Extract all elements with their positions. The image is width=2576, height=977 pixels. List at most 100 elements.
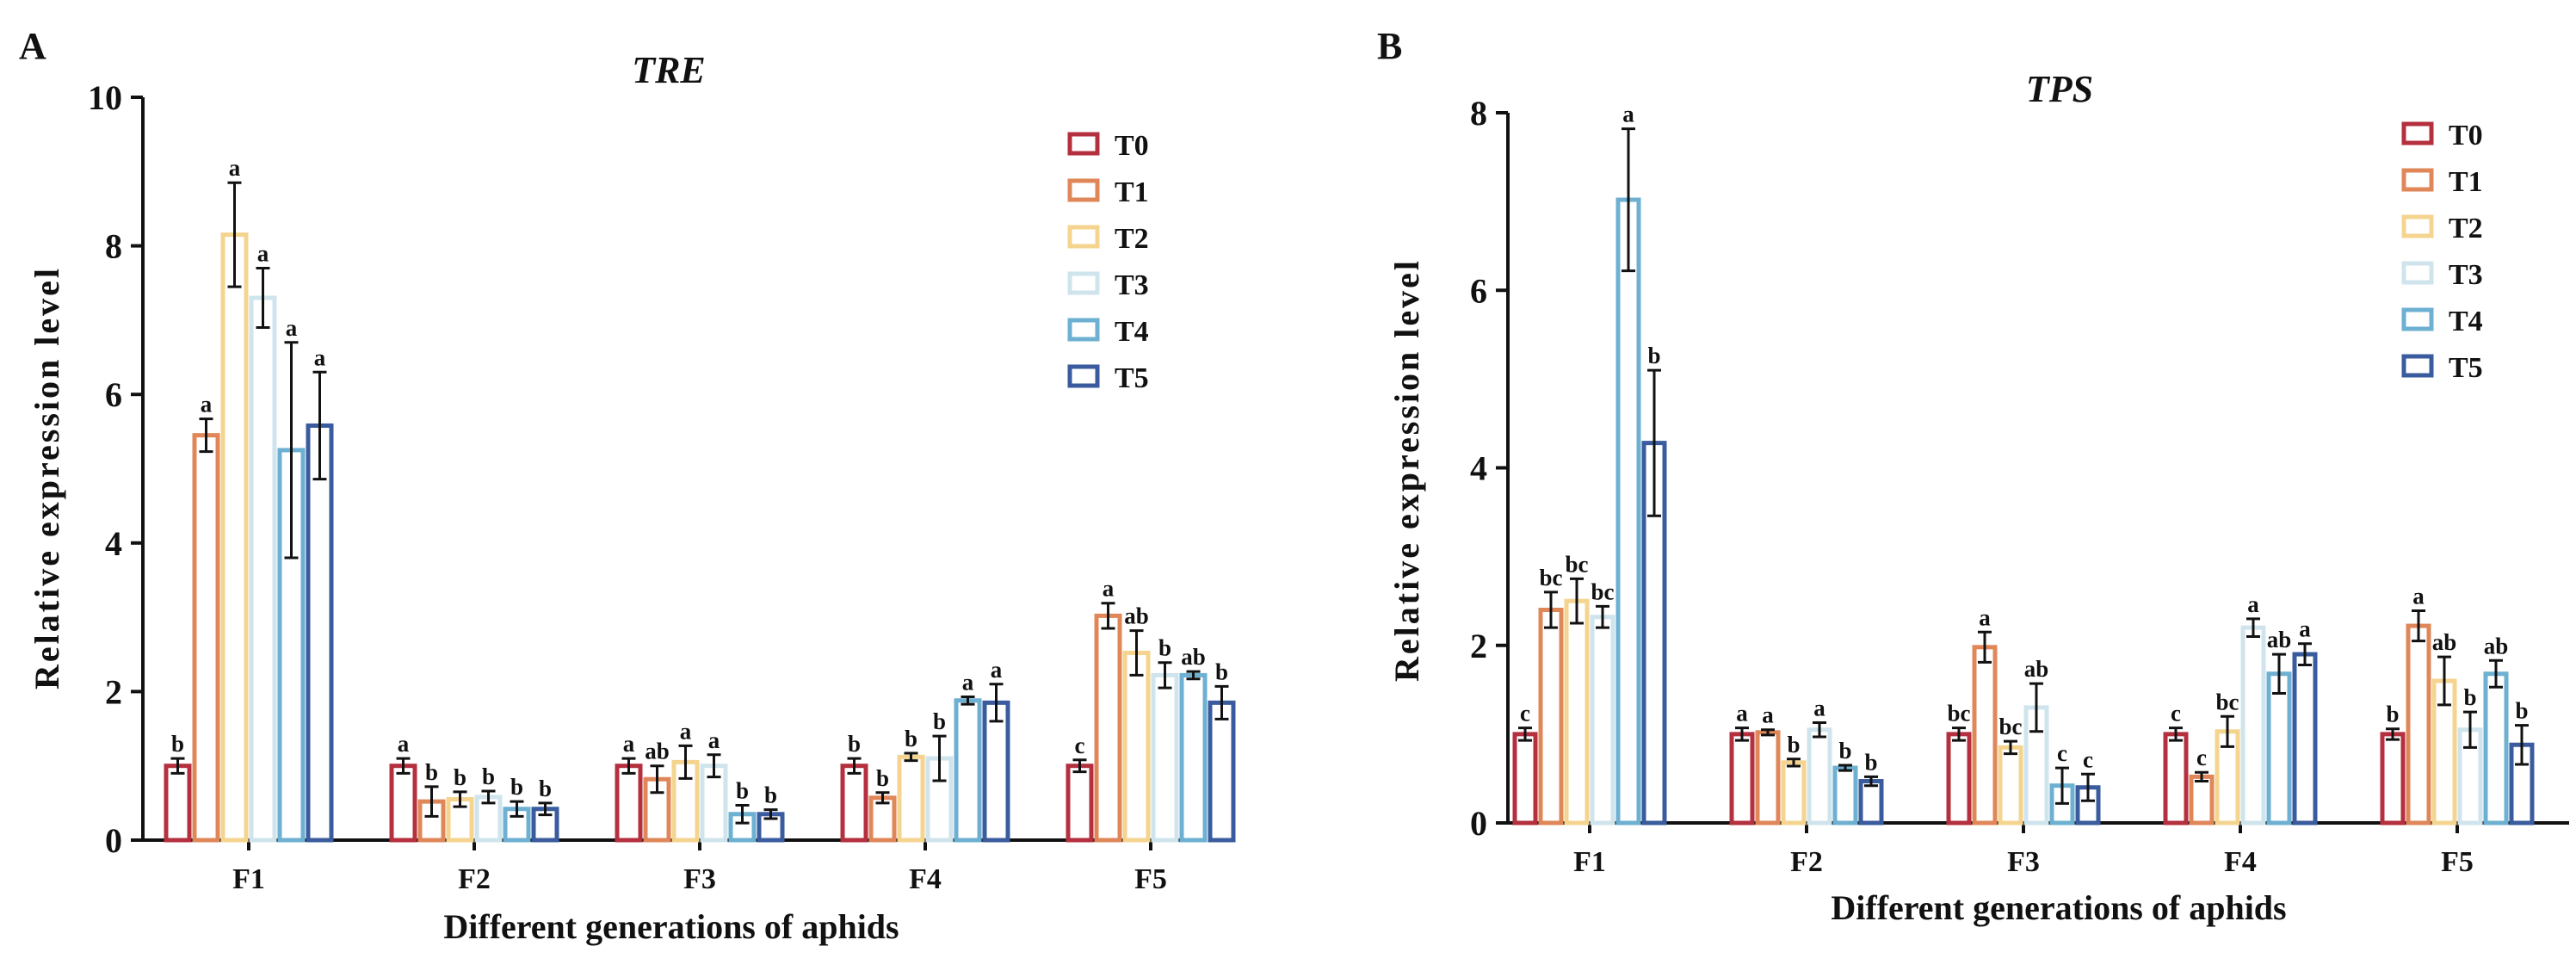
bar-b-T2-F2: [1781, 760, 1807, 826]
sig-letter-a: ab: [1181, 644, 1206, 670]
error-bar-a: [170, 757, 185, 775]
legend-swatch-a-T1: [1067, 178, 1100, 202]
x-axis-label-a: Different generations of aphids: [443, 907, 899, 946]
bar-a-T0-F1: [164, 764, 192, 843]
error-bar-a: [678, 744, 693, 780]
y-tick-label-a: 2: [105, 672, 122, 711]
sig-letter-b: c: [2057, 740, 2067, 766]
bar-b-T0-F4: [2163, 732, 2189, 826]
error-bar-a: [989, 683, 1004, 723]
sig-letter-a: b: [1158, 635, 1171, 661]
legend-label-b-T5: T5: [2449, 352, 2483, 384]
error-bar-a: [621, 757, 636, 775]
legend-label-a-T1: T1: [1115, 176, 1149, 208]
bar-a-T2-F3: [671, 759, 700, 843]
error-bar-b: [2412, 609, 2425, 643]
legend-label-b-T0: T0: [2449, 120, 2483, 151]
sig-letter-a: ab: [1124, 603, 1149, 629]
legend-swatch-b-T3: [2401, 261, 2434, 285]
sig-letter-a: a: [201, 392, 213, 417]
bar-b-T3-F4: [2240, 625, 2266, 826]
bar-b-T1-F1: [1538, 608, 1564, 826]
error-bar-a: [424, 785, 439, 818]
legend-label-b-T2: T2: [2449, 213, 2483, 244]
error-bar-a: [1214, 684, 1229, 720]
sig-letter-a: b: [425, 759, 438, 785]
sig-letter-a: ab: [645, 739, 670, 764]
bar-b-T1-F2: [1755, 730, 1781, 826]
sig-letter-b: a: [2412, 584, 2425, 609]
error-bar-b: [1978, 630, 1992, 664]
legend-swatch-b-T1: [2401, 168, 2434, 192]
sig-letter-b: bc: [1591, 578, 1615, 604]
error-bar-b: [2169, 727, 2183, 742]
bar-b-T0-F5: [2380, 732, 2406, 826]
y-tick-label-b: 6: [1470, 271, 1487, 310]
sig-letter-a: b: [933, 708, 946, 734]
x-tick-label-a: F2: [458, 863, 491, 895]
sig-letter-b: a: [2247, 591, 2259, 617]
error-bar-a: [227, 181, 242, 288]
error-bar-a: [904, 751, 918, 763]
sig-letter-b: b: [2386, 702, 2399, 727]
sig-letter-b: bc: [1566, 551, 1589, 577]
panel-label-b: B: [1377, 25, 1402, 67]
sig-letter-b: b: [1864, 749, 1877, 775]
legend-label-a-T2: T2: [1115, 223, 1149, 255]
bar-b-T2-F3: [1998, 745, 2023, 826]
error-bar-a: [284, 341, 299, 560]
sig-letter-a: b: [1215, 659, 1228, 684]
sig-letter-a: a: [991, 657, 1003, 683]
bar-a-T0-F3: [615, 764, 643, 843]
y-tick-label-a: 10: [88, 78, 122, 117]
sig-letter-b: a: [1813, 695, 1825, 720]
y-tick-label-a: 8: [105, 227, 122, 266]
sig-letter-b: ab: [2267, 627, 2292, 652]
bar-b-T1-F5: [2406, 623, 2431, 826]
bar-b-T0-F1: [1512, 732, 1538, 826]
legend-label-b-T4: T4: [2449, 306, 2483, 337]
legend-label-a-T4: T4: [1115, 316, 1149, 348]
legend-b: T0 T1 T2 T3 T4 T5: [2401, 120, 2483, 384]
bar-a-T5-F1: [306, 423, 334, 843]
bar-b-T0-F2: [1729, 732, 1755, 826]
sig-letter-a: a: [314, 344, 326, 370]
x-tick-label-b: F2: [1790, 846, 1823, 878]
error-bar-a: [735, 803, 750, 825]
legend-swatch-b-T4: [2401, 307, 2434, 331]
sig-letter-a: a: [398, 731, 410, 757]
bar-a-T2-F5: [1122, 651, 1151, 843]
error-bar-a: [875, 791, 890, 805]
sig-letter-a: a: [229, 155, 241, 181]
bar-a-T2-F1: [220, 232, 249, 843]
error-bar-b: [1787, 757, 1801, 768]
bar-b-T3-F1: [1590, 615, 1615, 826]
sig-letter-b: b: [2463, 684, 2476, 710]
error-bar-a: [1129, 629, 1144, 677]
error-bar-a: [481, 789, 496, 805]
x-tick-label-b: F5: [2441, 846, 2474, 878]
x-tick-label-a: F5: [1134, 863, 1167, 895]
sig-letter-b: a: [1736, 701, 1748, 727]
error-bar-a: [1072, 758, 1087, 774]
sig-letter-a: b: [764, 782, 777, 808]
sig-letter-b: b: [1647, 343, 1660, 368]
bar-a-T1-F4: [868, 795, 897, 843]
legend-swatch-b-T5: [2401, 354, 2434, 378]
panel-label-a: A: [19, 25, 46, 67]
bar-b-T4-F2: [1832, 765, 1858, 826]
sig-letter-a: a: [623, 731, 635, 757]
bar-a-T0-F5: [1066, 764, 1094, 843]
sig-letter-a: a: [680, 718, 692, 744]
sig-letter-b: bc: [1948, 701, 1971, 727]
sig-letter-b: bc: [1999, 714, 2023, 739]
sig-letter-a: b: [482, 764, 495, 789]
sig-letter-a: b: [510, 774, 523, 800]
y-axis-label-b: Relative expression level: [1387, 258, 1426, 682]
bar-b-T2-F1: [1564, 598, 1590, 826]
bar-b-T5-F4: [2292, 652, 2318, 826]
error-bar-b: [2515, 724, 2529, 766]
error-bar-b: [2004, 739, 2017, 756]
